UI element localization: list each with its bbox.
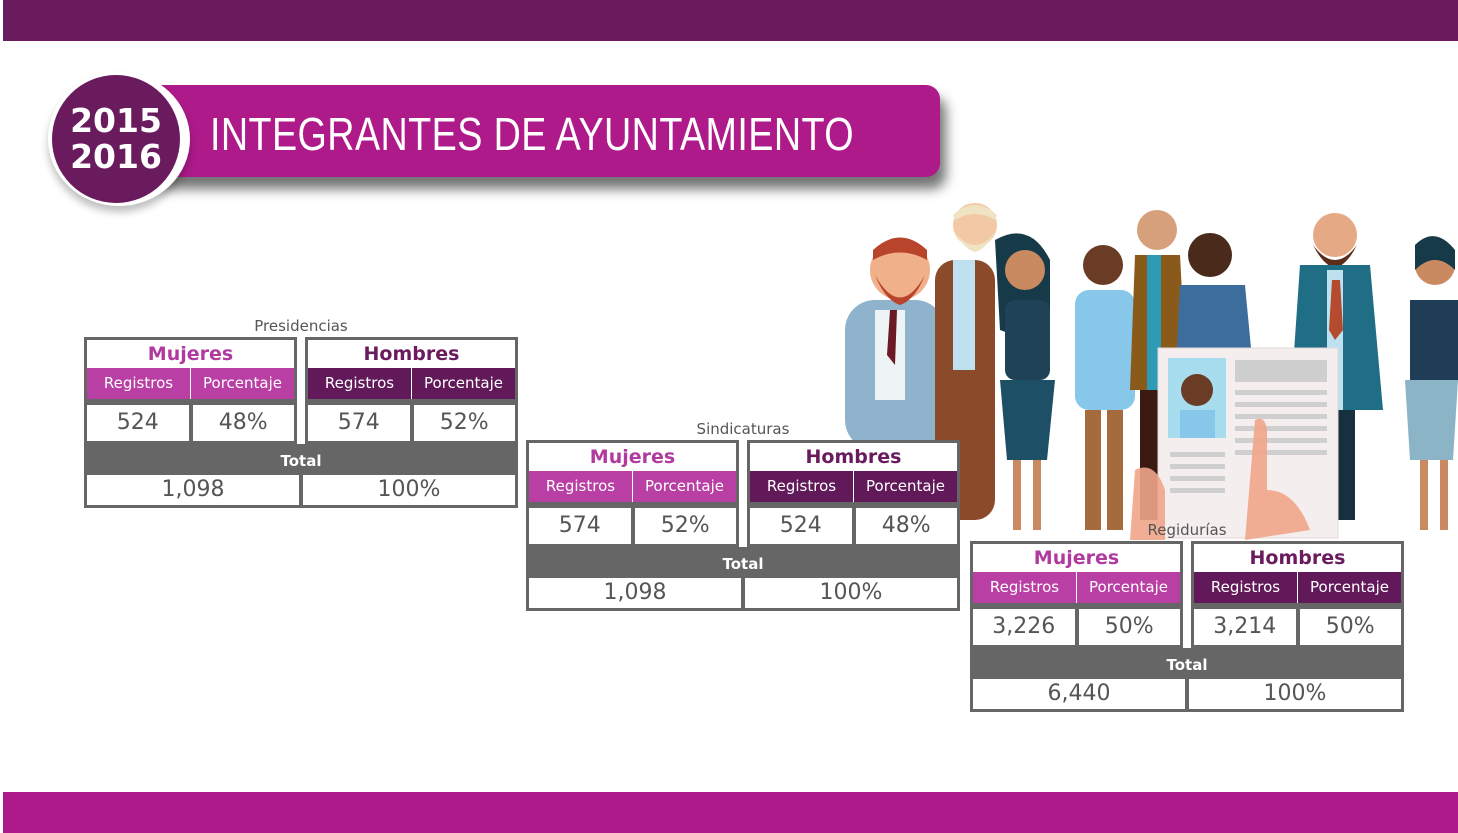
year-circle: 2015 2016 (52, 75, 180, 203)
total-label: Total (280, 452, 322, 470)
total-block: Total 1,098 100% (526, 547, 960, 611)
table-title: Regidurías (1147, 521, 1227, 539)
mujeres-group: Mujeres Registros Porcentaje 3,226 50% (970, 541, 1183, 648)
hombres-porcentaje: 48% (855, 508, 957, 544)
mujeres-registros: 3,226 (973, 609, 1075, 645)
hombres-porcentaje: 50% (1299, 609, 1401, 645)
total-registros: 1,098 (529, 578, 741, 608)
mujeres-group: Mujeres Registros Porcentaje 524 48% (84, 337, 297, 444)
porcentaje-header: Porcentaje (633, 471, 736, 502)
year-badge: 2015 2016 (48, 72, 190, 206)
porcentaje-header: Porcentaje (191, 368, 294, 399)
mujeres-label: Mujeres (87, 340, 294, 368)
year-start: 2015 (70, 101, 162, 140)
mujeres-porcentaje: 48% (192, 405, 294, 441)
registros-header: Registros (87, 368, 190, 399)
total-label: Total (722, 555, 764, 573)
table-presidencias: Presidencias Mujeres Registros Porcentaj… (84, 315, 518, 508)
registros-header: Registros (973, 572, 1076, 603)
top-bar (3, 0, 1458, 41)
hombres-label: Hombres (750, 443, 957, 471)
bottom-bar (3, 792, 1458, 833)
total-porcentaje: 100% (303, 475, 515, 505)
total-block: Total 1,098 100% (84, 444, 518, 508)
page-title: INTEGRANTES DE AYUNTAMIENTO (210, 108, 855, 160)
mujeres-registros: 524 (87, 405, 189, 441)
hombres-porcentaje: 52% (413, 405, 515, 441)
mujeres-porcentaje: 50% (1078, 609, 1180, 645)
total-porcentaje: 100% (1189, 679, 1401, 709)
mujeres-group: Mujeres Registros Porcentaje 574 52% (526, 440, 739, 547)
hombres-registros: 574 (308, 405, 410, 441)
table-title: Sindicaturas (696, 420, 790, 438)
total-registros: 6,440 (973, 679, 1185, 709)
people-group-icon (845, 203, 1458, 540)
mujeres-label: Mujeres (529, 443, 736, 471)
total-block: Total 6,440 100% (970, 648, 1404, 712)
table-sindicaturas: Sindicaturas Mujeres Registros Porcentaj… (526, 418, 960, 611)
title-banner: INTEGRANTES DE AYUNTAMIENTO (150, 85, 940, 177)
mujeres-label: Mujeres (973, 544, 1180, 572)
porcentaje-header: Porcentaje (1077, 572, 1180, 603)
registros-header: Registros (750, 471, 853, 502)
porcentaje-header: Porcentaje (854, 471, 957, 502)
hombres-group: Hombres Registros Porcentaje 574 52% (305, 337, 518, 444)
hombres-group: Hombres Registros Porcentaje 3,214 50% (1191, 541, 1404, 648)
porcentaje-header: Porcentaje (412, 368, 515, 399)
business-people-illustration (835, 190, 1458, 540)
mujeres-porcentaje: 52% (634, 508, 736, 544)
total-registros: 1,098 (87, 475, 299, 505)
hombres-group: Hombres Registros Porcentaje 524 48% (747, 440, 960, 547)
total-porcentaje: 100% (745, 578, 957, 608)
hombres-registros: 524 (750, 508, 852, 544)
hombres-label: Hombres (1194, 544, 1401, 572)
registros-header: Registros (529, 471, 632, 502)
porcentaje-header: Porcentaje (1298, 572, 1401, 603)
registros-header: Registros (1194, 572, 1297, 603)
hombres-label: Hombres (308, 340, 515, 368)
registros-header: Registros (308, 368, 411, 399)
table-title: Presidencias (254, 317, 348, 335)
mujeres-registros: 574 (529, 508, 631, 544)
total-label: Total (1166, 656, 1208, 674)
table-regidurias: Regidurías Mujeres Registros Porcentaje … (970, 519, 1404, 712)
hombres-registros: 3,214 (1194, 609, 1296, 645)
year-end: 2016 (70, 137, 162, 176)
